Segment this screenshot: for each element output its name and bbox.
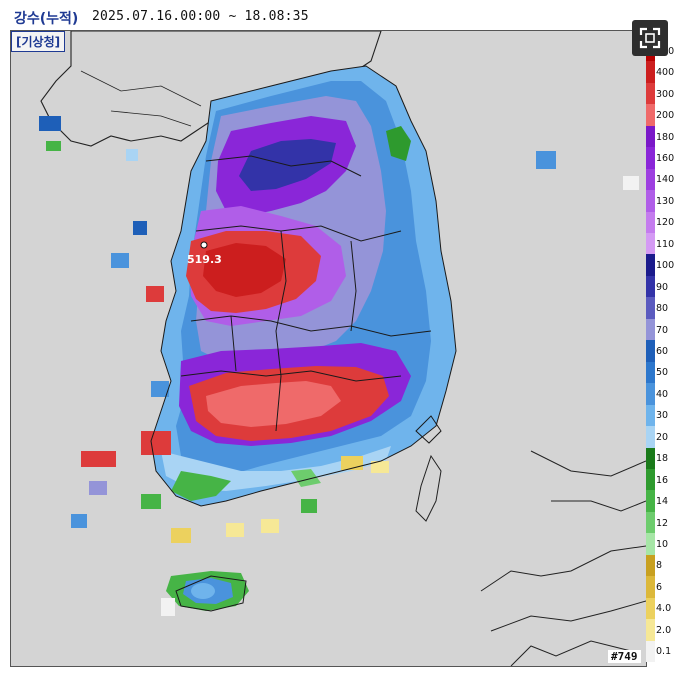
precip-field	[39, 66, 639, 616]
color-legend: 5004003002001801601401301201101009080706…	[646, 40, 677, 663]
fullscreen-icon	[639, 27, 661, 49]
legend-swatch	[646, 211, 655, 234]
rainfall-map[interactable]: 519.3	[10, 30, 647, 667]
legend-label: 40	[656, 388, 669, 400]
legend-swatch	[646, 125, 655, 148]
legend-swatch	[646, 511, 655, 534]
fullscreen-button[interactable]	[632, 20, 668, 56]
legend-swatch	[646, 168, 655, 191]
japan-coastline	[480, 450, 646, 666]
legend-swatch	[646, 61, 655, 84]
legend-label: 10	[656, 539, 669, 551]
legend-label: 4.0	[656, 603, 672, 615]
legend-label: 110	[656, 238, 675, 250]
legend-swatch	[646, 275, 655, 298]
max-station-value: 519.3	[187, 253, 222, 266]
map-canvas: 519.3	[11, 31, 646, 666]
legend-swatch	[646, 468, 655, 491]
legend-swatch	[646, 597, 655, 620]
legend-swatch	[646, 340, 655, 363]
max-station-marker[interactable]	[200, 241, 208, 249]
legend-label: 130	[656, 195, 675, 207]
legend-label: 80	[656, 303, 669, 315]
legend-label: 8	[656, 560, 663, 572]
legend-swatch	[646, 426, 655, 448]
legend-label: 100	[656, 260, 675, 272]
legend-swatch	[646, 576, 655, 599]
legend-label: 140	[656, 174, 675, 186]
tsushima-island	[415, 454, 442, 522]
legend-swatch	[646, 318, 655, 341]
north-borders	[80, 70, 202, 127]
frame-id: #749	[608, 650, 641, 663]
legend-swatch	[646, 297, 655, 320]
korea-borders	[150, 65, 457, 612]
legend-label: 180	[656, 131, 675, 143]
legend-label: 120	[656, 217, 675, 229]
legend-label: 400	[656, 67, 675, 79]
legend-swatch	[646, 447, 655, 470]
legend-label: 12	[656, 517, 669, 529]
legend-label: 0.1	[656, 646, 672, 658]
legend-swatch	[646, 361, 655, 384]
legend-swatch	[646, 147, 655, 170]
legend-label: 70	[656, 324, 669, 336]
legend-swatch	[646, 104, 655, 127]
legend-swatch	[646, 533, 655, 556]
legend-swatch	[646, 383, 655, 406]
legend-swatch	[646, 404, 655, 427]
agency-badge: [기상청]	[11, 31, 66, 52]
product-title: 강수(누적)	[14, 11, 79, 27]
legend-swatch	[646, 619, 655, 642]
legend-swatch	[646, 233, 655, 255]
legend-label: 16	[656, 474, 669, 486]
legend-label: 30	[656, 410, 669, 422]
legend-swatch	[646, 190, 655, 213]
legend-swatch	[646, 254, 655, 277]
legend-label: 14	[656, 496, 669, 508]
legend-label: 300	[656, 88, 675, 100]
legend-swatch	[646, 640, 655, 663]
legend-label: 160	[656, 152, 675, 164]
legend-label: 6	[656, 581, 663, 593]
legend-swatch	[646, 554, 655, 577]
legend-label: 60	[656, 346, 669, 357]
legend-label: 2.0	[656, 624, 672, 636]
legend-label: 20	[656, 431, 669, 443]
legend-label: 18	[656, 453, 669, 465]
time-range: 2025.07.16.00:00 ~ 18.08:35	[92, 9, 309, 24]
legend-swatch	[646, 82, 655, 105]
header-bar: 강수(누적) 2025.07.16.00:00 ~ 18.08:35	[0, 0, 677, 30]
legend-label: 90	[656, 281, 669, 293]
legend-swatch	[646, 490, 655, 513]
legend-label: 50	[656, 367, 669, 379]
legend-label: 200	[656, 110, 675, 122]
